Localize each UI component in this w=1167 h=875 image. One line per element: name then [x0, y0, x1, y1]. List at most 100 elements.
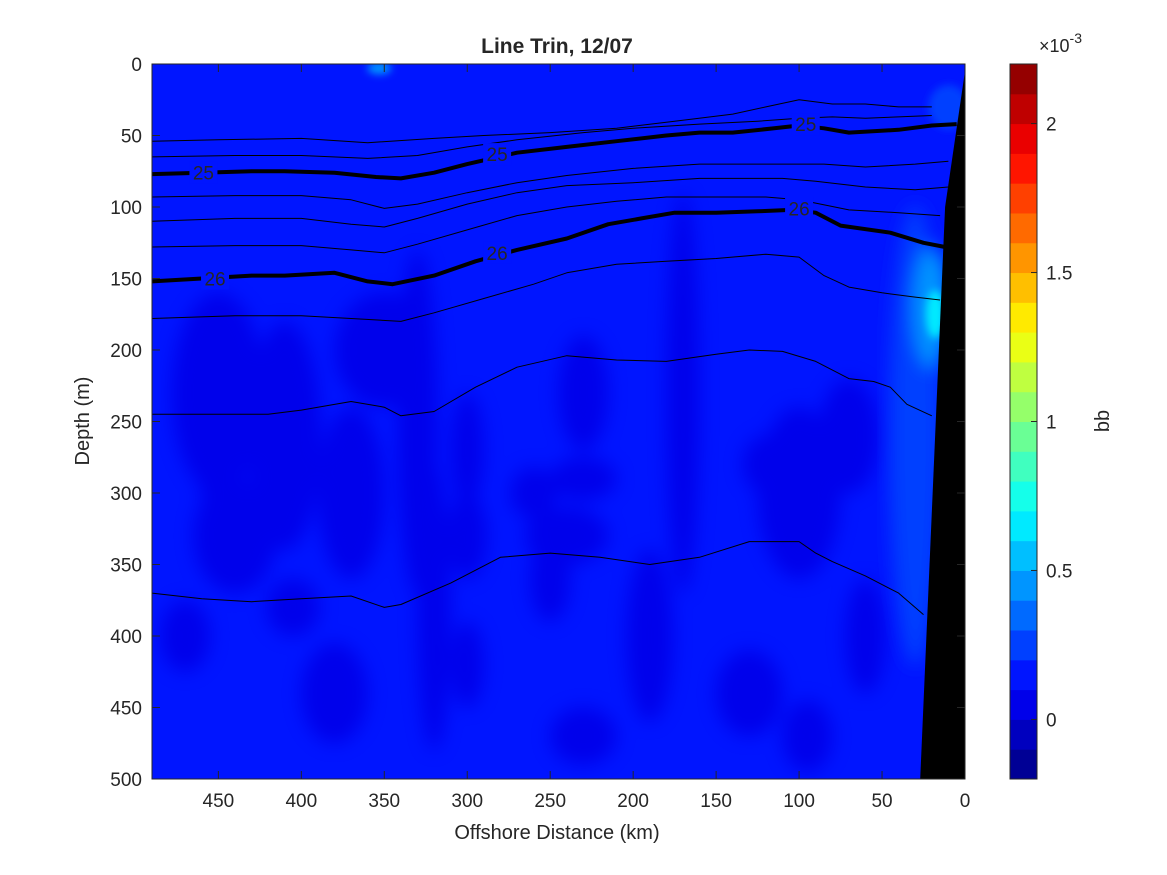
contour-26.25 — [152, 253, 941, 322]
deep-pocket — [450, 392, 484, 508]
colorbar-tick-label: 0 — [1046, 710, 1057, 731]
x-tick-label: 200 — [617, 791, 649, 812]
x-tick-label: 400 — [285, 791, 317, 812]
deep-pocket — [266, 578, 320, 637]
colorbar-bands — [1010, 64, 1037, 780]
contour-26.5 — [152, 349, 933, 417]
contour-24.5 — [152, 99, 932, 144]
y-tick-label: 150 — [110, 270, 142, 291]
contour-label-bg — [483, 143, 512, 166]
deep-pocket — [417, 464, 451, 751]
colorbar-band — [1010, 64, 1037, 95]
deep-pocket — [248, 321, 322, 551]
colorbar-band — [1010, 659, 1037, 691]
colorbar-band — [1010, 242, 1037, 274]
contour-26 — [152, 207, 946, 287]
colorbar-band — [1010, 719, 1037, 750]
deep-pocket — [530, 535, 571, 622]
colorbar-band — [1010, 421, 1037, 452]
contour-25.75 — [152, 196, 941, 254]
deep-pocket — [447, 493, 488, 579]
contour-label: 25 — [795, 115, 816, 136]
contour-label: 25 — [487, 145, 508, 166]
y-axis-label: Depth (m) — [72, 377, 94, 466]
contour-label: 26 — [487, 244, 508, 265]
colorbar-band — [1010, 272, 1037, 303]
contour-25.5 — [152, 177, 949, 228]
colorbar-tick-label: 0.5 — [1046, 561, 1072, 582]
colorbar-band — [1010, 302, 1037, 333]
colorbar-ticks: 0 0.5 1 1.5 2 — [1031, 115, 1072, 731]
deep-pocket — [550, 457, 617, 501]
plot-area: 25 25 25 26 26 26 — [152, 64, 965, 779]
x-tick-label: 450 — [203, 791, 235, 812]
deep-pocket — [818, 378, 879, 493]
colorbar-band — [1010, 689, 1037, 720]
surface-patch — [367, 64, 392, 75]
colorbar-band — [1010, 391, 1037, 422]
x-tick-label: 150 — [700, 791, 732, 812]
colorbar-band — [1010, 153, 1037, 184]
colorbar-band — [1010, 749, 1037, 780]
deep-pocket — [450, 621, 484, 708]
y-tick-label: 450 — [110, 699, 142, 720]
y-tick-label: 250 — [110, 413, 142, 434]
deep-pocket — [845, 578, 886, 694]
y-tick-label: 300 — [110, 484, 142, 505]
deep-pocket — [317, 407, 385, 579]
contour-26.75 — [152, 541, 924, 615]
contour-label: 25 — [193, 164, 214, 185]
y-tick-label: 500 — [110, 770, 142, 791]
x-tick-label: 50 — [871, 791, 892, 812]
colorbar-band — [1010, 93, 1037, 125]
colorbar-tick-label: 1 — [1046, 413, 1057, 434]
deep-pocket — [626, 550, 673, 722]
y-tick-label: 50 — [121, 127, 142, 148]
deep-pocket — [301, 643, 368, 744]
deep-pocket — [716, 650, 783, 737]
deep-pocket-group — [160, 192, 886, 772]
deep-pocket — [510, 467, 557, 519]
contour-label-bg — [785, 197, 814, 220]
y-tick-label: 400 — [110, 627, 142, 648]
contour-labels: 25 25 25 26 26 26 — [189, 113, 820, 291]
density-contours — [152, 99, 957, 615]
colorbar-band — [1010, 481, 1037, 512]
max-patch-group — [367, 64, 965, 339]
deep-pocket — [334, 292, 435, 408]
surface-patch — [928, 84, 965, 129]
colorbar-band — [1010, 183, 1037, 214]
deep-pocket — [198, 450, 239, 508]
x-tick-label: 100 — [783, 791, 815, 812]
colorbar-tick-label: 1.5 — [1046, 264, 1072, 285]
bathymetry-mask — [920, 71, 965, 779]
deep-pocket — [666, 192, 700, 594]
deep-pocket — [782, 700, 833, 772]
contour-label: 26 — [789, 199, 810, 220]
colorbar-band — [1010, 540, 1037, 571]
nearshore-max — [926, 290, 945, 339]
colorbar-band — [1010, 600, 1037, 631]
deep-pocket — [171, 292, 265, 493]
colorbar-band — [1010, 212, 1037, 244]
x-tick-label: 250 — [534, 791, 566, 812]
colorbar-band — [1010, 332, 1037, 363]
x-tick-label: 350 — [368, 791, 400, 812]
contour-label-bg — [201, 267, 230, 290]
y-tick-label: 0 — [131, 55, 142, 76]
deep-pocket — [558, 335, 609, 451]
deep-pocket — [193, 478, 277, 594]
contour-24.75 — [152, 115, 932, 159]
colorbar-band — [1010, 510, 1037, 542]
colorbar-band — [1010, 570, 1037, 601]
heatmap-patches — [160, 64, 965, 772]
y-axis: 0 50 100 150 200 250 300 350 400 450 500 — [110, 55, 965, 791]
colorbar: 0 0.5 1 1.5 2 bb ×10-3 — [1009, 30, 1114, 780]
y-tick-label: 350 — [110, 556, 142, 577]
colorbar-label: bb — [1092, 410, 1114, 432]
contour-label: 26 — [204, 270, 225, 291]
colorbar-tick-label: 2 — [1046, 115, 1057, 136]
colorbar-exponent-base: ×10 — [1039, 36, 1070, 56]
colorbar-band — [1010, 361, 1037, 393]
